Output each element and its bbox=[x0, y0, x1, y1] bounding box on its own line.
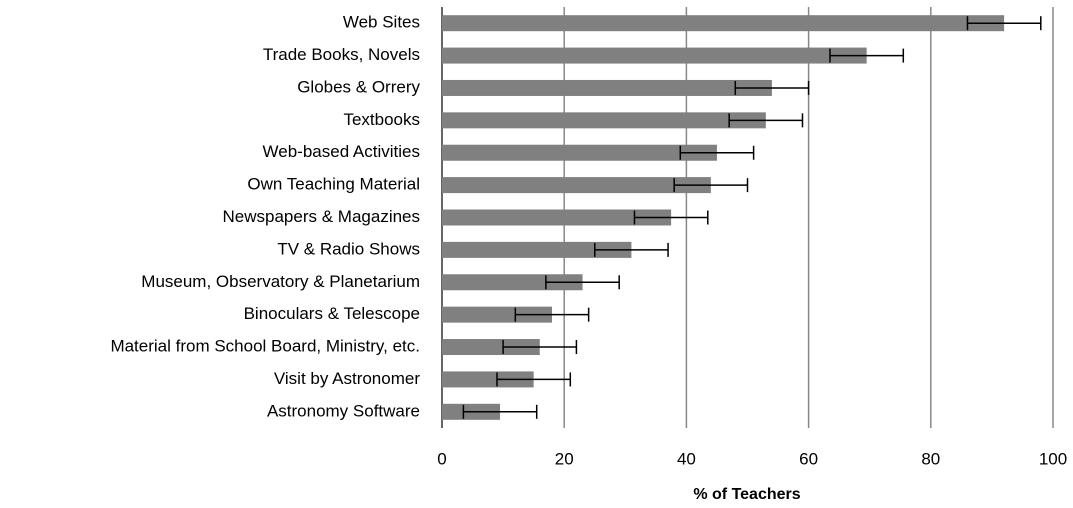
bar bbox=[442, 47, 867, 64]
y-tick-label: Astronomy Software bbox=[267, 401, 420, 420]
y-tick-label: Newspapers & Magazines bbox=[223, 207, 420, 226]
x-tick-label: 20 bbox=[555, 449, 574, 468]
error-bar bbox=[734, 80, 810, 95]
error-bar bbox=[462, 404, 538, 419]
bar bbox=[442, 177, 711, 194]
y-tick-label: Web Sites bbox=[343, 13, 420, 32]
bar bbox=[442, 144, 717, 161]
x-tick-label: 40 bbox=[677, 449, 696, 468]
y-tick-label: TV & Radio Shows bbox=[277, 239, 420, 258]
bar bbox=[442, 79, 772, 96]
x-tick-label: 60 bbox=[799, 449, 818, 468]
error-bar bbox=[966, 16, 1042, 31]
error-bar bbox=[594, 242, 669, 257]
y-tick-label: Web-based Activities bbox=[263, 142, 420, 161]
error-bar bbox=[633, 210, 709, 225]
error-bar bbox=[545, 275, 620, 290]
bar bbox=[442, 274, 583, 291]
y-tick-label: Binoculars & Telescope bbox=[244, 304, 420, 323]
bar bbox=[442, 241, 632, 258]
y-tick-label: Material from School Board, Ministry, et… bbox=[110, 337, 420, 356]
error-bar bbox=[728, 113, 804, 128]
y-tick-label: Globes & Orrery bbox=[297, 77, 420, 96]
x-axis-title: % of Teachers bbox=[693, 486, 800, 503]
x-tick-label: 100 bbox=[1039, 449, 1067, 468]
error-bar bbox=[673, 178, 749, 193]
bar bbox=[442, 209, 672, 226]
error-bar bbox=[514, 307, 590, 322]
error-bar bbox=[502, 340, 578, 355]
x-tick-label: 80 bbox=[921, 449, 940, 468]
y-tick-label: Textbooks bbox=[343, 110, 420, 129]
error-bar bbox=[679, 145, 755, 160]
y-tick-label: Own Teaching Material bbox=[247, 175, 420, 194]
bar bbox=[442, 112, 766, 129]
error-bar bbox=[496, 372, 572, 387]
bar bbox=[442, 339, 540, 356]
bar bbox=[442, 306, 552, 323]
bar bbox=[442, 371, 534, 388]
bar bbox=[442, 15, 1005, 32]
y-tick-label: Visit by Astronomer bbox=[274, 369, 420, 388]
error-bar bbox=[829, 48, 905, 63]
y-tick-label: Trade Books, Novels bbox=[263, 45, 420, 64]
y-tick-label: Museum, Observatory & Planetarium bbox=[141, 272, 420, 291]
x-tick-label: 0 bbox=[437, 449, 446, 468]
